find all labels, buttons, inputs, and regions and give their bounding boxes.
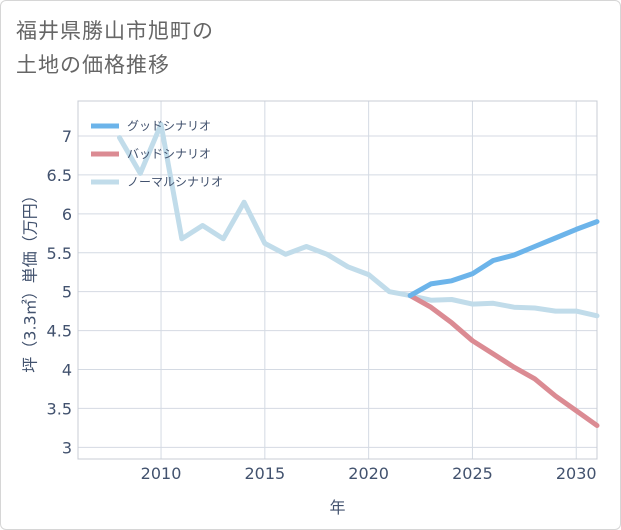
chart-title-line2: 土地の価格推移 <box>16 53 170 77</box>
y-tick-label: 5.5 <box>47 244 72 263</box>
y-tick-label: 4 <box>62 361 72 380</box>
series-line-1 <box>407 293 600 428</box>
x-tick-label: 2020 <box>348 464 389 483</box>
series-line-0 <box>407 219 600 299</box>
legend-label[interactable]: バッドシナリオ <box>127 147 211 161</box>
x-axis-title: 年 <box>329 498 345 517</box>
axis-ticks: 2010 2015 2020 2025 2030 3 3.5 4 4.5 5 5.5 6 6.5 7 <box>47 127 597 483</box>
series-line-2 <box>117 121 600 319</box>
plot-area-border <box>77 100 598 460</box>
series-lines <box>117 121 600 428</box>
y-tick-label: 5 <box>62 283 72 302</box>
y-tick-label: 3 <box>62 438 72 457</box>
chart-title-line1: 福井県勝山市旭町の <box>16 19 214 43</box>
y-tick-label: 4.5 <box>47 322 72 341</box>
legend-label[interactable]: ノーマルシナリオ <box>127 175 223 189</box>
y-tick-label: 6.5 <box>47 166 72 185</box>
legend-label[interactable]: グッドシナリオ <box>127 119 211 133</box>
y-tick-label: 6 <box>62 205 72 224</box>
y-axis-title: 坪（3.3㎡）単価（万円） <box>21 187 40 372</box>
grid-lines <box>78 101 597 459</box>
x-tick-label: 2030 <box>556 464 597 483</box>
x-tick-label: 2015 <box>244 464 285 483</box>
x-tick-label: 2010 <box>141 464 182 483</box>
y-tick-label: 3.5 <box>47 399 72 418</box>
chart-title: 福井県勝山市旭町の 土地の価格推移 <box>16 14 214 82</box>
x-tick-label: 2025 <box>452 464 493 483</box>
y-tick-label: 7 <box>62 127 72 146</box>
